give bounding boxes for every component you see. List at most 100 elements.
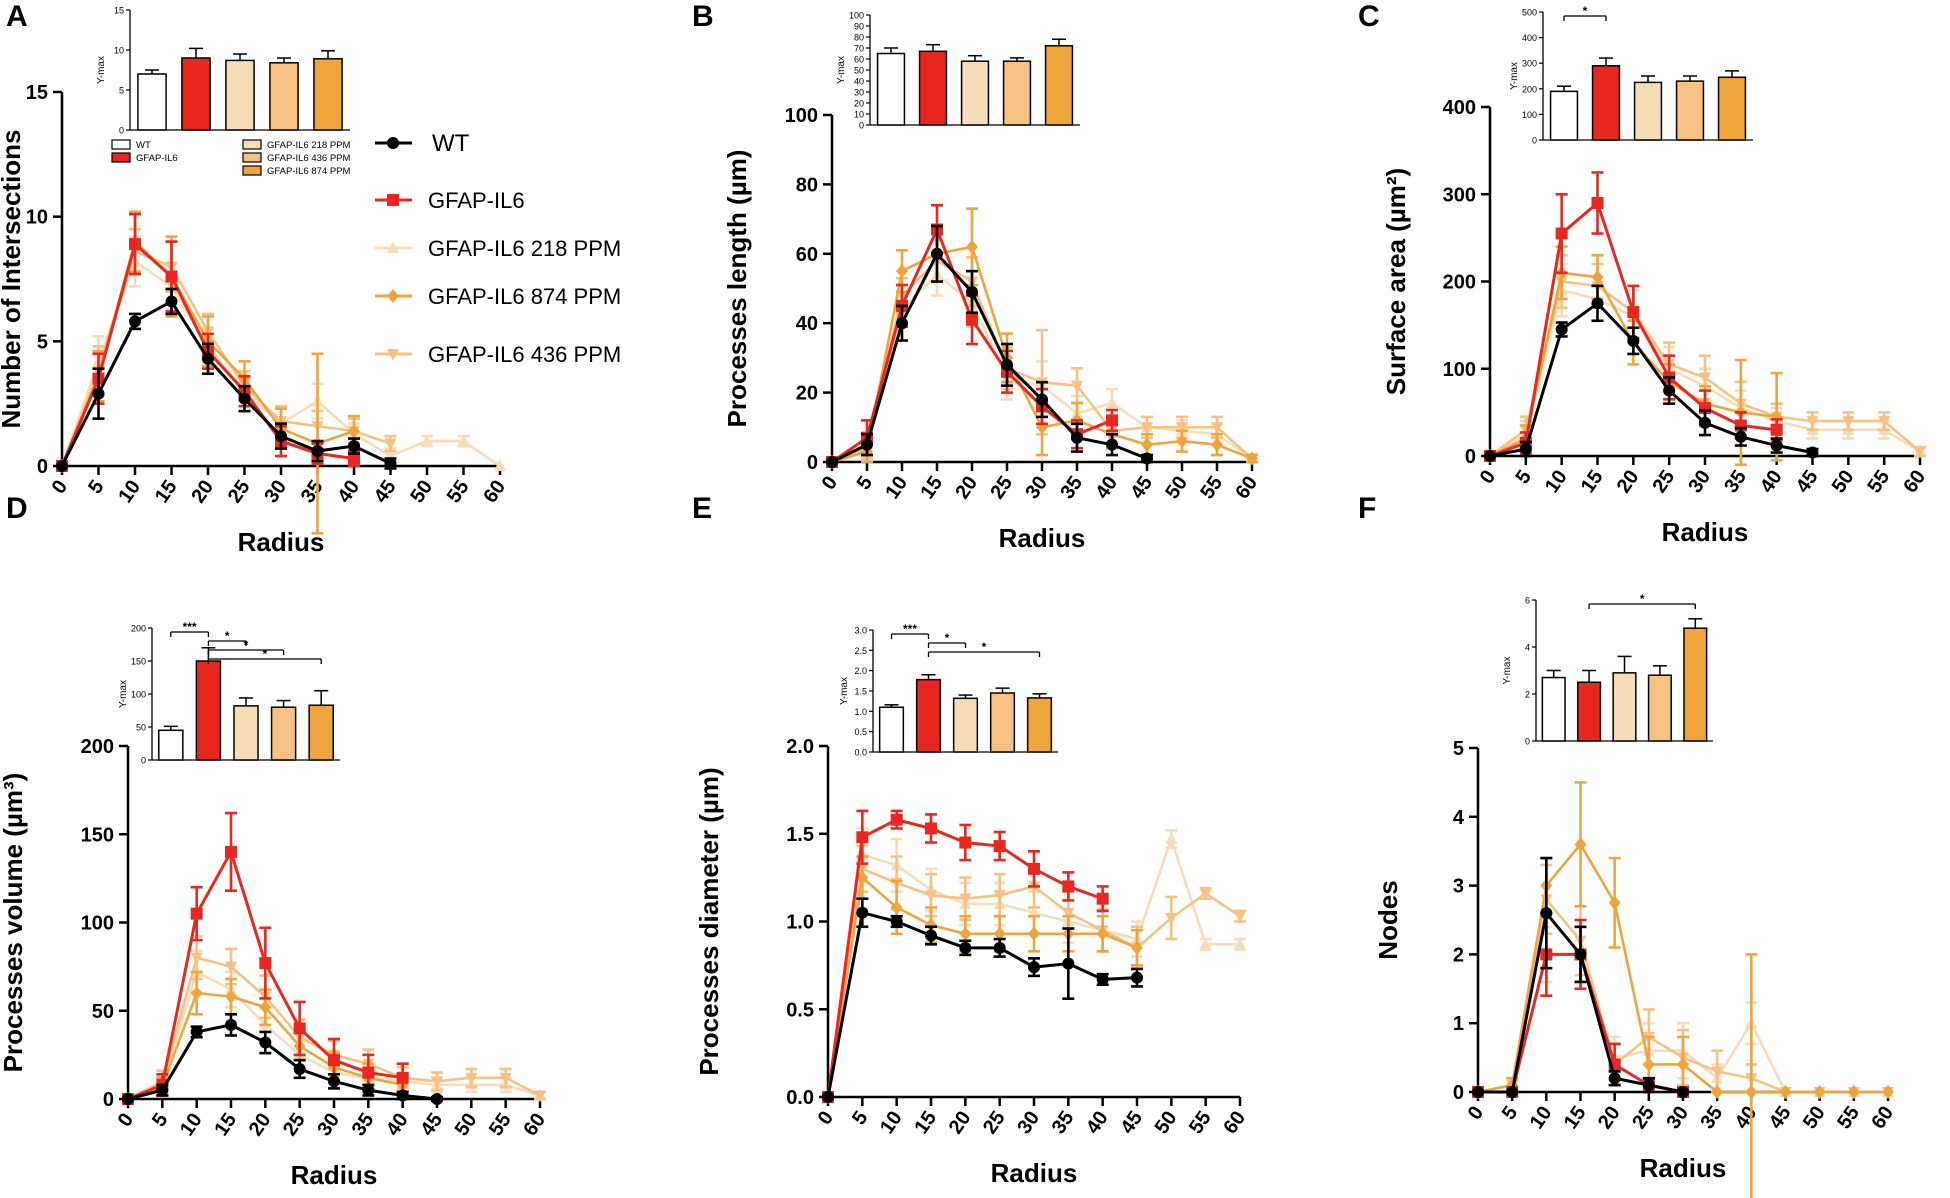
series-ppm874 [822, 855, 1143, 1104]
data-point [966, 285, 978, 298]
data-point [1627, 334, 1640, 347]
data-point [1028, 926, 1040, 941]
x-tick-label: 55 [443, 476, 474, 507]
data-point [822, 1091, 834, 1103]
data-point [293, 1022, 306, 1035]
data-point [275, 430, 287, 443]
x-tick-label: 10 [881, 472, 912, 503]
data-point [384, 457, 397, 470]
inset-bar-ppm874 [1026, 697, 1053, 753]
legend-label-il6: GFAP-IL6 [428, 188, 525, 213]
x-tick-label: 15 [1577, 466, 1608, 497]
data-point [890, 813, 903, 826]
panel-letter-c: C [1358, 0, 1380, 33]
significance-label: * [225, 629, 230, 643]
x-tick-label: 0 [814, 1107, 838, 1129]
x-tick-label: 55 [485, 1109, 516, 1140]
data-point [931, 247, 943, 260]
panel-letter-a: A [6, 0, 28, 33]
data-point [1711, 1085, 1724, 1099]
data-point [861, 438, 873, 451]
data-point [1199, 937, 1212, 950]
inset-bar-chart: 0.00.51.01.52.02.53.0Y-max***** [839, 622, 1058, 758]
data-point [1608, 895, 1621, 910]
data-point [1745, 1085, 1758, 1099]
data-point [1062, 957, 1075, 970]
x-tick-label: 20 [1594, 1102, 1625, 1133]
x-tick-label: 50 [1151, 1107, 1182, 1138]
inset-y-tick-label: 40 [854, 77, 864, 87]
x-tick-label: 15 [1560, 1102, 1591, 1133]
inset-y-tick-label: 100 [131, 690, 146, 700]
data-point [1234, 937, 1246, 950]
data-point [1001, 358, 1013, 371]
data-point [362, 1066, 375, 1079]
inset-y-label: Y-max [1509, 62, 1520, 90]
data-point [1106, 396, 1118, 409]
significance-label: *** [183, 620, 197, 634]
x-tick-label: 45 [1792, 466, 1823, 497]
x-tick-label: 40 [1756, 466, 1787, 497]
series-wt [56, 287, 397, 472]
x-tick-label: 45 [1765, 1102, 1796, 1133]
inset-y-tick-label: 0 [141, 756, 146, 766]
x-tick-label: 35 [297, 476, 328, 507]
inset-y-tick-label: 0 [119, 126, 124, 136]
data-point [1642, 1057, 1655, 1072]
y-tick-label: 0.0 [786, 1087, 814, 1109]
inset-y-label: Y-max [118, 680, 129, 708]
inset-y-tick-label: 0 [1525, 737, 1530, 747]
y-tick-label: 1.5 [786, 824, 814, 846]
data-point [1770, 423, 1783, 436]
series-ppm874 [1472, 781, 1894, 1198]
x-tick-label: 60 [1867, 1102, 1898, 1133]
data-point [1211, 437, 1223, 452]
inset-y-tick-label: 2.0 [854, 666, 867, 676]
data-point [499, 1072, 512, 1085]
inset-y-tick-label: 70 [854, 44, 864, 54]
significance-label: * [1583, 4, 1588, 18]
x-tick-label: 40 [333, 476, 364, 507]
x-tick-label: 35 [348, 1109, 379, 1140]
data-point [1472, 1086, 1484, 1098]
x-tick-label: 30 [313, 1109, 344, 1140]
significance-label: * [945, 631, 950, 645]
y-tick-label: 0 [103, 1089, 114, 1111]
inset-y-tick-label: 400 [1522, 33, 1537, 43]
y-axis-label: Processes diameter (µm) [694, 767, 724, 1075]
data-point [348, 440, 360, 453]
series-wt [122, 1012, 443, 1105]
x-axis-label: Radius [1662, 517, 1749, 547]
data-point [1141, 437, 1153, 452]
x-tick-label: 10 [176, 1109, 207, 1140]
x-tick-label: 10 [114, 476, 145, 507]
inset-y-tick-label: 50 [136, 723, 146, 733]
data-point [993, 941, 1006, 954]
data-point [129, 238, 141, 251]
data-point [1882, 1085, 1894, 1099]
data-point [1519, 443, 1532, 456]
x-tick-label: 5 [1498, 1102, 1522, 1124]
series-wt [822, 897, 1143, 1103]
y-tick-label: 1.0 [786, 912, 814, 934]
inset-legend-swatch-ppm218 [242, 139, 262, 150]
data-point [1141, 452, 1153, 465]
data-point [1062, 907, 1075, 920]
x-tick-label: 40 [1091, 472, 1122, 503]
data-point [1096, 892, 1109, 905]
x-tick-label: 40 [382, 1109, 413, 1140]
inset-bar-ppm436 [989, 692, 1016, 753]
inset-y-tick-label: 2 [1525, 690, 1530, 700]
data-point [890, 915, 903, 928]
data-point [1540, 907, 1553, 920]
inset-bar-ppm874 [1044, 45, 1074, 126]
data-point [225, 961, 237, 974]
data-point [1574, 837, 1587, 852]
data-point [238, 392, 251, 405]
inset-y-label: Y-max [96, 56, 107, 84]
data-point [1028, 905, 1040, 918]
